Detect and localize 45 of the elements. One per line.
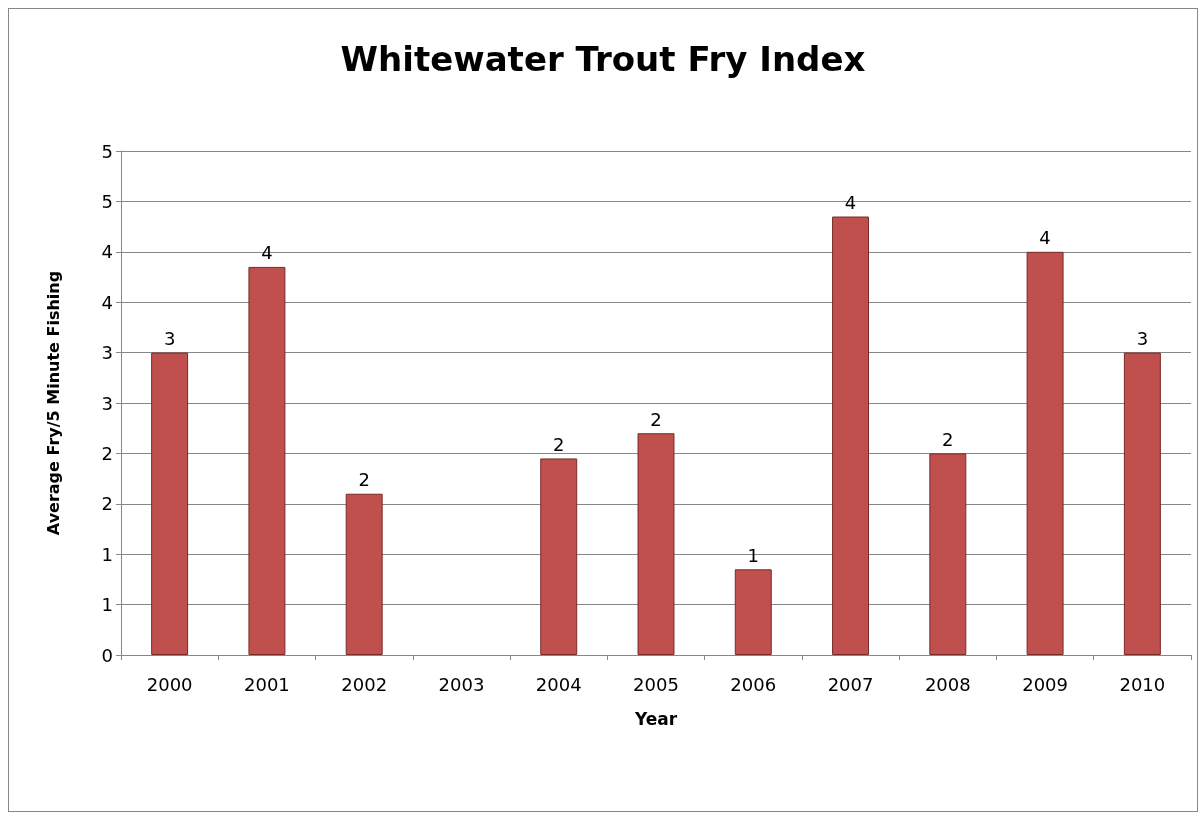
y-tick-label: 4	[101, 291, 113, 313]
x-tick-label: 2010	[1119, 673, 1166, 695]
bar	[1123, 352, 1161, 655]
x-tick-label: 2004	[535, 673, 582, 695]
x-tick-label: 2006	[730, 673, 777, 695]
bar	[540, 458, 578, 655]
data-label: 3	[163, 328, 176, 350]
data-label: 2	[358, 469, 370, 491]
y-tick-label: 2	[101, 493, 113, 515]
data-label: 4	[1039, 227, 1051, 249]
bar	[1026, 251, 1064, 655]
data-label: 4	[844, 192, 857, 214]
x-tick-label: 2003	[438, 673, 485, 695]
chart-title: Whitewater Trout Fry Index	[340, 39, 866, 79]
x-tick-label: 2005	[633, 673, 679, 695]
y-tick-label: 2	[101, 442, 113, 464]
y-tick-label: 4	[101, 241, 113, 263]
data-label: 2	[942, 428, 954, 450]
bar	[637, 433, 675, 655]
y-tick-label: 3	[101, 392, 113, 414]
bar	[929, 453, 967, 655]
y-tick-label: 3	[101, 342, 113, 364]
data-label: 4	[261, 242, 273, 264]
data-label: 3	[1136, 328, 1149, 350]
bar	[248, 266, 286, 655]
bar	[151, 352, 189, 655]
bar	[345, 493, 383, 655]
y-axis-title: Average Fry/5 Minute Fishing	[43, 270, 63, 536]
x-tick-label: 2009	[1022, 673, 1068, 695]
y-tick-label: 1	[101, 594, 113, 616]
y-tick-label: 5	[101, 190, 113, 212]
x-tick-label: 2008	[924, 673, 971, 695]
x-tick-label: 2002	[341, 673, 388, 695]
y-tick-label: 0	[101, 644, 113, 666]
data-label: 2	[650, 408, 662, 430]
data-label: 1	[747, 544, 759, 566]
bar	[734, 569, 772, 655]
bar	[832, 216, 870, 655]
y-tick-label: 5	[101, 140, 113, 162]
y-tick-label: 1	[101, 543, 113, 565]
x-axis-title: Year	[633, 708, 678, 729]
x-tick-label: 2001	[244, 673, 290, 695]
x-tick-label: 2000	[146, 673, 193, 695]
x-tick-label: 2007	[827, 673, 874, 695]
data-label: 2	[553, 433, 565, 455]
